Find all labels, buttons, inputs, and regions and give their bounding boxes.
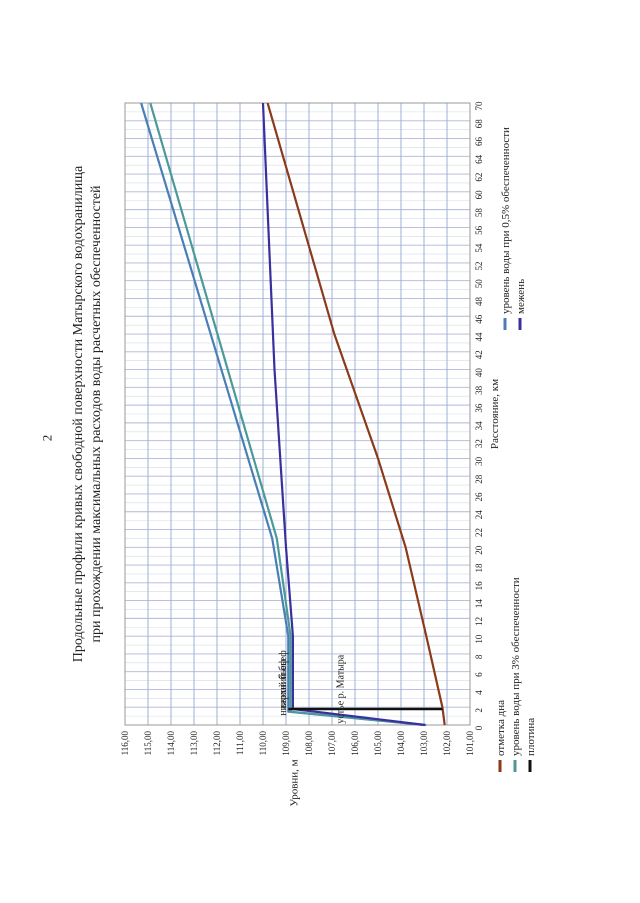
x-tick-label: 22	[474, 528, 484, 537]
x-tick-label: 58	[474, 208, 484, 218]
x-tick-label: 40	[474, 368, 484, 378]
x-tick-label: 4	[474, 690, 484, 695]
x-axis-label: Расстояние, км	[489, 379, 501, 449]
grid	[124, 102, 471, 726]
x-tick-label: 52	[474, 261, 484, 270]
y-tick-label: 101,00	[465, 731, 475, 756]
series-group	[140, 102, 446, 727]
y-tick-label: 103,00	[419, 731, 429, 756]
x-tick-label: 6	[474, 672, 484, 677]
y-tick-label: 113,00	[189, 731, 199, 756]
x-tick-label: 16	[474, 581, 484, 591]
x-tick-label: 46	[474, 314, 484, 324]
y-tick-label: 104,00	[396, 731, 406, 756]
y-tick-label: 107,00	[327, 731, 337, 756]
annotation-river-mouth: устье р. Матыра	[336, 654, 347, 723]
y-tick-label: 110,00	[258, 731, 268, 756]
series-line-2	[149, 102, 427, 727]
x-tick-label: 8	[474, 654, 484, 659]
x-tick-label: 38	[474, 385, 484, 395]
x-tick-label: 70	[474, 101, 484, 111]
annotation-upper-pool: верхний бьеф	[278, 650, 289, 709]
y-tick-label: 102,00	[442, 731, 452, 756]
x-tick-label: 34	[474, 421, 484, 431]
y-tick-label: 112,00	[212, 731, 222, 756]
x-tick-label: 48	[474, 296, 484, 306]
legend-label-2: плотина	[525, 718, 537, 756]
x-tick-label: 50	[474, 279, 484, 289]
x-tick-label: 32	[474, 439, 484, 448]
legend-label-4: межень	[515, 279, 527, 314]
legend-label-0: отметка дна	[495, 700, 507, 756]
x-tick-label: 54	[474, 243, 484, 253]
y-tick-label: 114,00	[166, 731, 176, 756]
y-axis-ticks: 101,00 102,00 103,00 104,00 105,00 106,00 107,…	[120, 731, 475, 756]
x-tick-label: 28	[474, 474, 484, 484]
x-tick-label: 0	[474, 725, 484, 730]
x-axis-ticks: 0246810121416182022242628303234363840424…	[474, 101, 484, 730]
x-tick-label: 26	[474, 492, 484, 502]
y-tick-label: 115,00	[143, 731, 153, 756]
annotation-lower-pool: нижний бьеф	[278, 658, 289, 715]
plot-frame	[124, 102, 471, 726]
x-tick-label: 10	[474, 634, 484, 644]
x-tick-label: 2	[474, 708, 484, 713]
x-tick-label: 20	[474, 545, 484, 555]
y-tick-label: 116,00	[120, 731, 130, 756]
x-tick-label: 64	[474, 154, 484, 164]
legend: отметка дна уровень воды при 3% обеспечен…	[495, 127, 537, 772]
x-tick-label: 14	[474, 599, 484, 609]
y-tick-label: 111,00	[235, 731, 245, 756]
y-tick-label: 105,00	[373, 731, 383, 756]
x-tick-label: 66	[474, 137, 484, 147]
x-tick-label: 62	[474, 173, 484, 182]
legend-label-1: уровень воды при 3% обеспеченности	[510, 577, 522, 756]
annotations: верхний бьеф нижний бьеф устье р. Матыра	[278, 650, 346, 724]
y-axis-label: Уровни, м	[289, 759, 301, 806]
x-tick-label: 44	[474, 332, 484, 342]
x-tick-label: 12	[474, 617, 484, 626]
y-tick-label: 108,00	[304, 731, 314, 756]
chart-title-group: Продольные профили кривых свободной пове…	[71, 165, 104, 662]
x-tick-label: 36	[474, 403, 484, 413]
chart-title-line1: Продольные профили кривых свободной пове…	[71, 165, 86, 662]
series-line-0	[266, 102, 446, 726]
y-tick-label: 106,00	[350, 731, 360, 756]
x-tick-label: 18	[474, 563, 484, 573]
x-tick-label: 60	[474, 190, 484, 200]
x-tick-label: 56	[474, 225, 484, 235]
chart-title-line2: при прохождении максимальных расходов во…	[89, 185, 104, 643]
x-tick-label: 24	[474, 510, 484, 520]
legend-label-3: уровень воды при 0,5% обеспеченности	[500, 127, 512, 314]
x-tick-label: 68	[474, 119, 484, 128]
y-tick-label: 109,00	[281, 731, 291, 756]
x-tick-label: 42	[474, 350, 484, 359]
x-tick-label: 30	[474, 456, 484, 466]
